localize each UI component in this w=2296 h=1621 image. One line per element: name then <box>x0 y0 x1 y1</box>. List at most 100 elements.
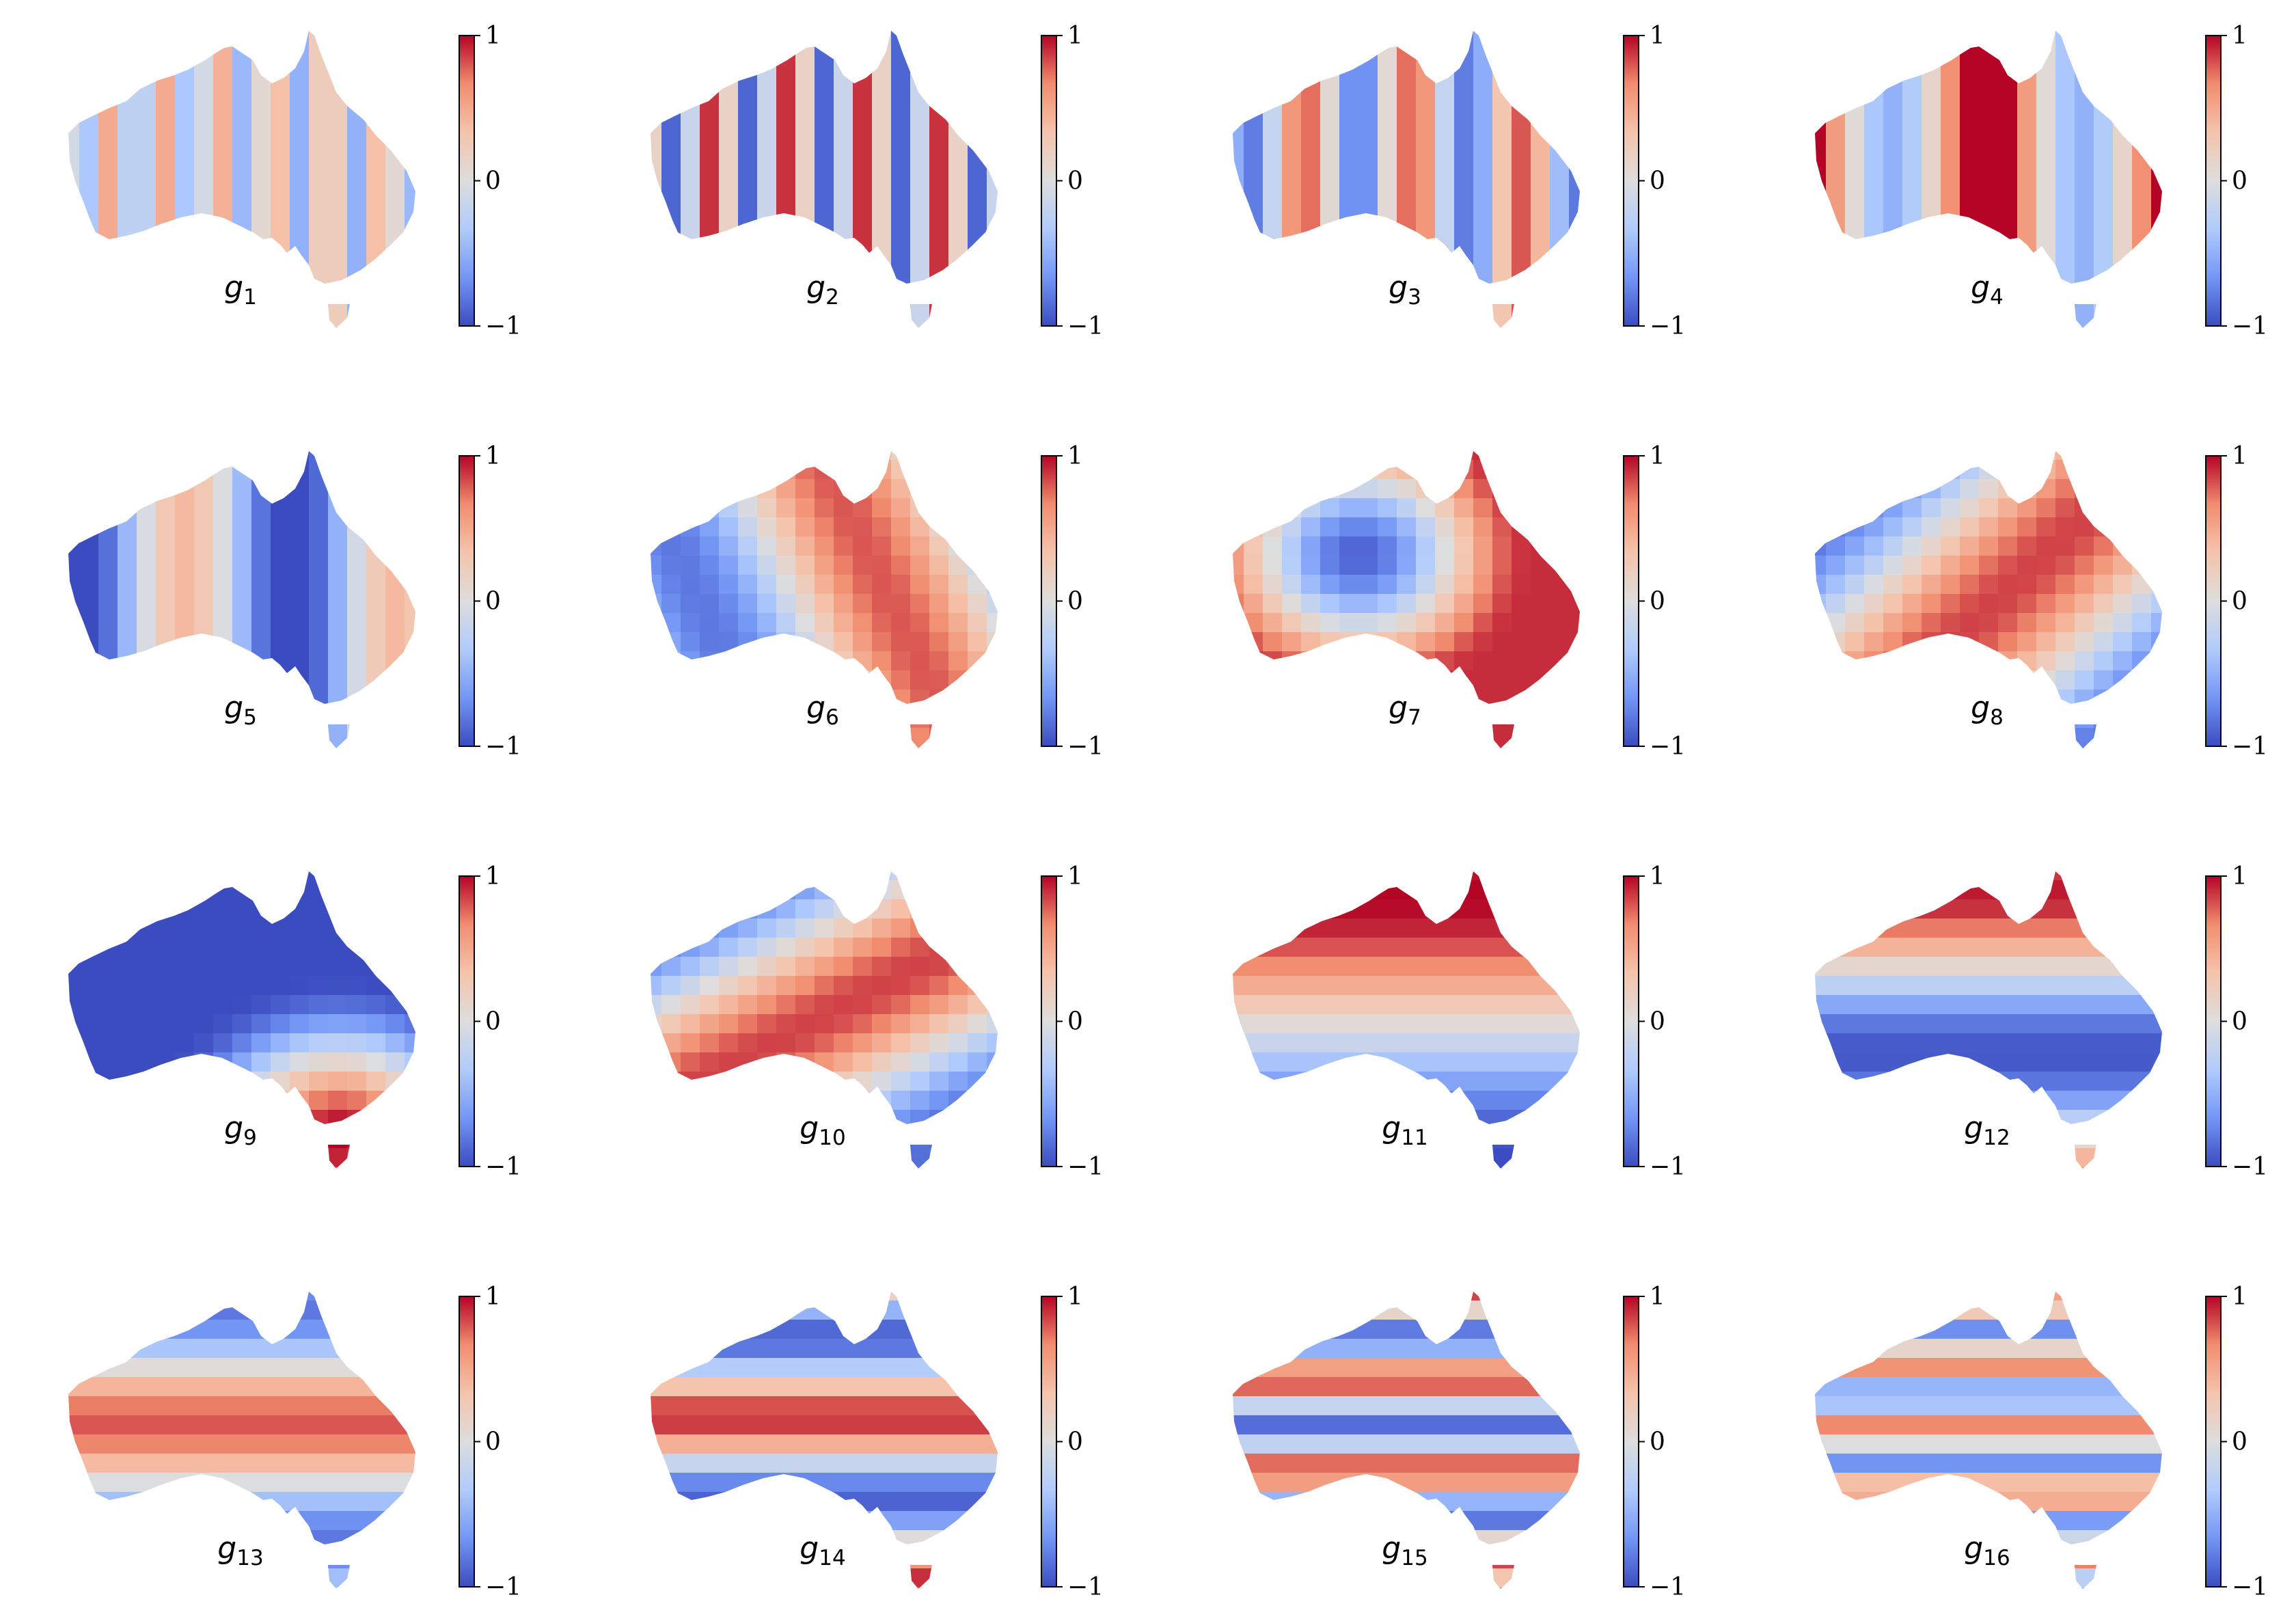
heat-cell <box>68 451 80 461</box>
heat-cell <box>738 575 758 595</box>
heat-cell <box>2075 995 2094 1015</box>
heat-cell <box>1569 174 1580 193</box>
heat-cell <box>1339 327 1359 328</box>
heat-cell <box>1902 575 1922 595</box>
heat-cell <box>271 1320 290 1339</box>
heat-cell <box>700 31 720 40</box>
heat-cell <box>834 918 853 938</box>
heat-cell <box>194 479 214 499</box>
heat-cell <box>232 1300 252 1320</box>
heat-cell <box>156 479 176 499</box>
heat-cell <box>1435 957 1455 977</box>
heat-cell <box>194 451 214 461</box>
heat-cell <box>41 479 61 499</box>
heat-cell <box>681 212 700 232</box>
heat-cell <box>2075 308 2094 327</box>
heat-cell <box>776 957 796 977</box>
heat-cell <box>651 1148 662 1168</box>
heat-cell <box>1960 1167 1980 1169</box>
heat-cell <box>1826 1072 1846 1091</box>
heat-cell <box>719 78 739 98</box>
heat-cell <box>385 651 405 671</box>
heat-cell <box>366 40 386 59</box>
heat-cell <box>968 59 987 79</box>
heat-cell <box>2075 212 2094 232</box>
heat-cell <box>328 1454 348 1473</box>
heat-cell <box>1282 556 1302 575</box>
heat-cell <box>948 709 968 728</box>
heat-cell <box>776 728 796 748</box>
heat-cell <box>1941 231 1960 251</box>
heat-cell <box>1883 1129 1903 1149</box>
heat-cell <box>1244 899 1263 919</box>
heat-cell <box>1531 632 1550 652</box>
heat-cell <box>194 995 214 1015</box>
heat-cell <box>1492 498 1512 518</box>
heat-cell <box>309 976 329 996</box>
heat-cell <box>232 536 252 556</box>
heat-cell <box>719 1091 739 1111</box>
heat-cell <box>2075 918 2094 938</box>
heat-cell <box>366 1292 386 1301</box>
heat-cell <box>1569 212 1580 232</box>
heat-cell <box>251 1511 271 1531</box>
heat-cell <box>2055 1110 2075 1130</box>
heat-cell <box>1998 632 2018 652</box>
heat-cell <box>1416 174 1436 193</box>
heat-cell <box>137 1320 156 1339</box>
heat-cell <box>328 1033 348 1053</box>
heat-cell <box>1902 288 1922 308</box>
heat-cell <box>2055 995 2075 1015</box>
heat-cell <box>405 1396 415 1416</box>
heat-cell <box>1815 670 1827 690</box>
heat-cell <box>1826 670 1846 690</box>
heat-cell <box>757 154 777 174</box>
heat-cell <box>1845 479 1865 499</box>
heat-cell <box>1826 575 1846 595</box>
heat-cell <box>1550 193 1570 213</box>
heat-cell <box>968 556 987 575</box>
heat-cell <box>738 1358 758 1378</box>
heat-cell <box>872 594 892 614</box>
heat-cell <box>738 1396 758 1416</box>
heat-cell <box>776 517 796 537</box>
heat-cell <box>213 1014 233 1034</box>
heat-cell <box>987 517 998 537</box>
heat-cell <box>987 1167 998 1169</box>
heat-cell <box>776 709 796 728</box>
heat-cell <box>2017 308 2037 327</box>
heat-cell <box>2075 231 2094 251</box>
heat-cell <box>251 1358 271 1378</box>
heat-cell <box>681 575 700 595</box>
heat-cell <box>872 1415 892 1435</box>
panel-label: g1 <box>224 270 257 310</box>
heat-cell <box>987 747 998 748</box>
heat-cell <box>1531 556 1550 575</box>
heat-cell <box>385 556 405 575</box>
heat-cell <box>1788 556 1807 575</box>
heat-cell <box>795 231 815 251</box>
heat-cell <box>328 1052 348 1072</box>
heat-cell <box>1397 59 1417 79</box>
heat-cell <box>290 212 310 232</box>
heat-cell <box>929 1358 949 1378</box>
heat-cell <box>1826 1052 1846 1072</box>
heat-cell <box>651 40 662 59</box>
heat-cell <box>232 59 252 79</box>
heat-cell <box>405 1415 415 1435</box>
heat-cell <box>1815 451 1827 461</box>
heat-cell <box>1454 327 1474 328</box>
heat-cell <box>194 1072 214 1091</box>
heat-cell <box>1960 154 1980 174</box>
heat-cell <box>776 479 796 499</box>
heat-cell <box>834 1300 853 1320</box>
heat-cell <box>2094 918 2114 938</box>
heat-cell <box>776 976 796 996</box>
heat-cell <box>738 288 758 308</box>
heat-cell <box>738 976 758 996</box>
heat-cell <box>79 995 99 1015</box>
heat-cell <box>834 1492 853 1512</box>
heat-cell <box>757 747 777 748</box>
heat-cell <box>929 995 949 1015</box>
